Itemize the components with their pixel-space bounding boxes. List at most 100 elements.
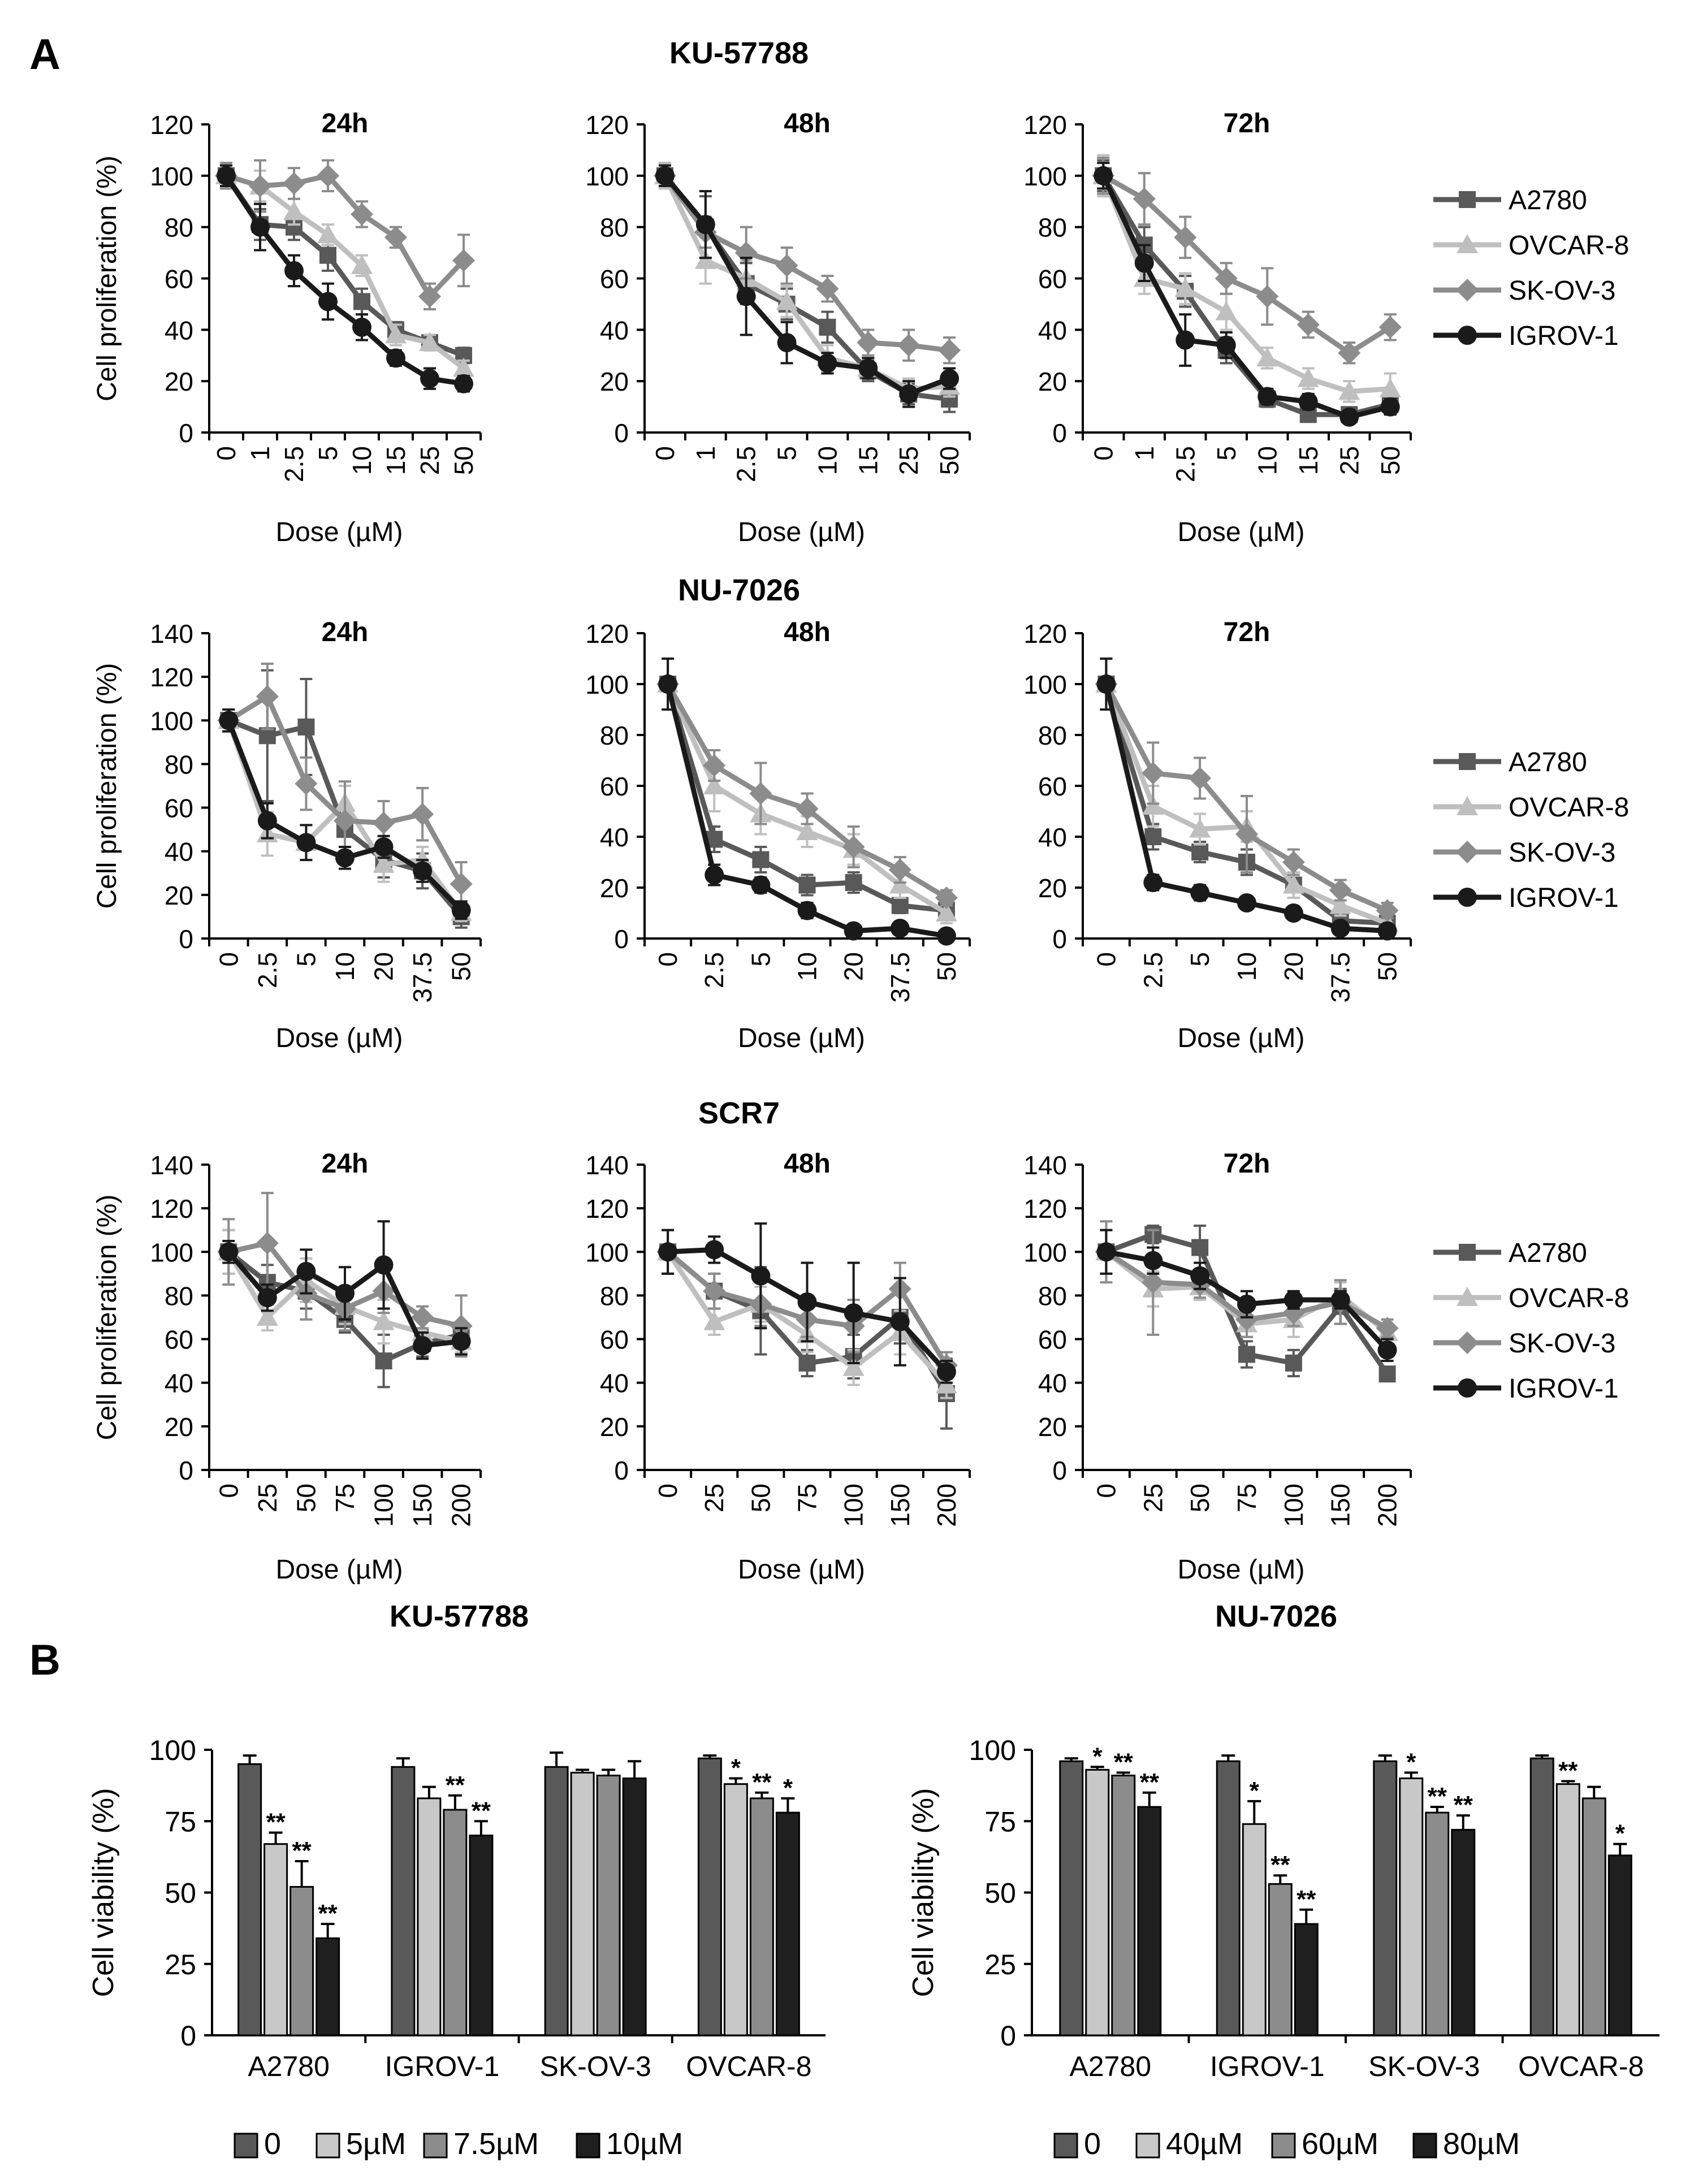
x-tick-label: 5 [746,952,775,967]
y-tick-label: 120 [585,619,629,648]
x-tick-label: 0 [1091,952,1121,967]
data-point-ovcar-8 [453,357,474,377]
data-point-a2780 [1191,844,1209,860]
legend-item-igrov-1: IGROV-1 [1433,1374,1619,1404]
data-point-igrov-1 [797,1292,817,1312]
legend-marker [1458,888,1477,907]
x-tick-label: 75 [1232,1484,1261,1512]
bar-igrov-1-10-m [469,1835,494,2036]
y-tick-label: 60 [600,772,629,801]
x-tick-label: A2780 [1069,2051,1151,2082]
significance-label: ** [1140,1768,1160,1796]
series-igrov-1 [217,164,473,393]
data-point-igrov-1 [844,921,863,941]
bar-a2780-60-m [1111,1774,1136,2036]
series-line-sk-ov-3 [1102,173,1392,356]
x-axis-label: Dose (µM) [276,517,403,547]
x-tick-label: IGROV-1 [1210,2051,1325,2082]
y-tick-label: 20 [165,367,193,396]
x-tick-label: 5 [772,446,802,461]
data-point-a2780 [353,293,370,310]
chart-title: 72h [1224,617,1270,647]
x-tick-label: 20 [839,952,868,981]
x-tick-label: SK-OV-3 [1368,2051,1480,2082]
line-chart-nu-7026-72h: 0 20 40 60 80 100 120 0 2.5 5 10 20 37.5 50 72h Dose (µ… [1023,617,1412,1053]
x-tick-label: 0 [1088,446,1118,461]
data-point-ovcar-8 [842,1356,865,1376]
data-point-sk-ov-3 [1142,1271,1165,1294]
data-point-sk-ov-3 [1189,767,1212,790]
data-point-igrov-1 [451,900,471,920]
series-igrov-1 [1096,1229,1397,1363]
data-point-igrov-1 [890,1312,910,1331]
y-tick-label: 80 [165,750,193,779]
y-tick-label: 140 [1023,1151,1067,1180]
data-point-ovcar-8 [419,332,440,352]
y-axis-label: Cell proliferation (%) [92,155,122,401]
y-tick-label: 25 [984,1949,1016,1980]
x-tick-label: 10 [330,952,360,981]
y-tick-label: 120 [1023,619,1067,648]
x-tick-label: 10 [347,446,377,475]
bar-ovcar-8-40-m [1555,1783,1580,2036]
x-tick-label: 37.5 [408,952,437,1003]
x-tick-label: 5 [1212,446,1241,461]
data-point-sk-ov-3 [1235,823,1258,846]
data-point-ovcar-8 [776,291,798,310]
significance-label: ** [1297,1885,1316,1913]
data-point-ovcar-8 [796,821,818,840]
data-point-a2780 [819,318,836,336]
y-tick-label: 100 [969,1735,1016,1766]
data-point-sk-ov-3 [411,803,434,826]
legend-item-sk-ov-3: SK-OV-3 [1433,838,1615,868]
significance-label: ** [266,1808,286,1836]
row-title-ku57788: KU-57788 [669,36,809,70]
y-tick-label: 120 [150,663,193,692]
x-tick-label: 20 [1279,952,1308,981]
y-tick-label: 20 [1038,1412,1067,1442]
legend-swatch [234,2133,258,2159]
legend-label: IGROV-1 [1509,883,1619,913]
bar-legend-item-80-m: 80µM [1412,2127,1520,2161]
data-point-sk-ov-3 [1376,1317,1399,1340]
y-tick-label: 20 [600,873,629,903]
x-axis-label: Dose (µM) [276,1555,403,1585]
y-tick-label: 75 [165,1806,196,1837]
legend-label: 10µM [606,2127,683,2161]
data-point-sk-ov-3 [703,1279,726,1303]
y-tick-label: 80 [600,721,629,750]
chart-title: 24h [322,617,369,647]
x-tick-label: 200 [447,1484,476,1527]
data-point-igrov-1 [936,1362,956,1382]
data-point-igrov-1 [284,261,304,280]
y-tick-label: 60 [165,794,193,823]
significance-label: ** [292,1837,312,1865]
y-tick-label: 0 [614,1456,629,1485]
data-point-sk-ov-3 [256,685,279,708]
x-tick-label: 75 [330,1484,360,1512]
legend-marker [1456,841,1479,863]
data-point-ovcar-8 [317,224,339,244]
bar-ovcar-8-0 [1529,1757,1554,2036]
data-point-sk-ov-3 [334,809,356,832]
legend-label: A2780 [1509,747,1587,777]
bar-igrov-1-40-m [1242,1823,1267,2036]
data-point-sk-ov-3 [351,202,373,226]
y-tick-label: 50 [984,1878,1016,1909]
legend-label: SK-OV-3 [1509,276,1615,306]
legend-swatch [1053,2133,1078,2159]
data-point-ovcar-8 [1297,367,1319,387]
x-tick-label: 50 [746,1484,775,1512]
chart-title: 24h [322,109,369,139]
legend-item-sk-ov-3: SK-OV-3 [1433,1329,1615,1359]
data-point-ovcar-8 [1256,347,1278,367]
data-point-igrov-1 [844,1303,863,1323]
data-point-igrov-1 [1094,166,1113,185]
y-tick-label: 0 [1052,924,1067,954]
legend-label: SK-OV-3 [1509,838,1615,868]
data-point-igrov-1 [751,875,771,895]
x-tick-label: 0 [214,1484,243,1498]
x-tick-label: 0 [653,1484,682,1498]
